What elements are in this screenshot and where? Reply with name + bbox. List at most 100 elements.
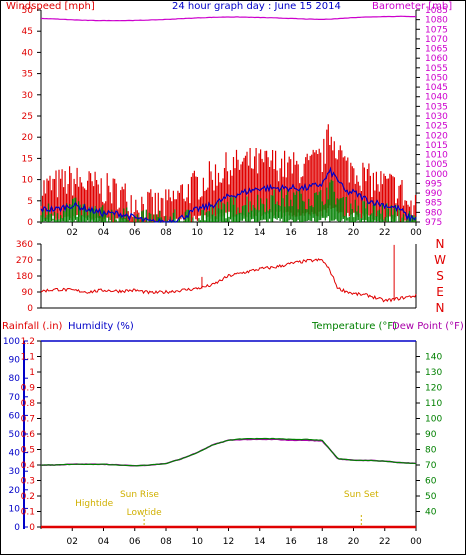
panel3-x-tick-label: 14 (254, 537, 266, 547)
direction-tick-label: 90 (22, 288, 34, 298)
temperature-axis-title: Temperature (°F) (312, 321, 398, 332)
panel1-x-tick-label: 02 (67, 228, 78, 238)
rain-tick-label: 0.5 (21, 446, 35, 456)
annotation-sun-set: Sun Set (344, 490, 379, 500)
barometer-tick-label: 1040 (425, 93, 448, 103)
barometer-tick-label: 1035 (425, 102, 448, 112)
panel3-x-tick-label: 10 (192, 537, 204, 547)
barometer-tick-label: 1075 (425, 25, 448, 35)
rain-tick-label: 0.3 (21, 477, 35, 487)
barometer-series (41, 15, 417, 22)
wind-average-series (40, 166, 417, 223)
compass-label-n: N (436, 301, 445, 315)
humidity-tick-label: 10 (9, 504, 21, 514)
barometer-tick-label: 1050 (425, 73, 448, 83)
barometer-tick-label: 1080 (425, 16, 448, 26)
compass-label-n: N (436, 237, 445, 251)
rain-tick-label: 0.4 (21, 461, 36, 471)
barometer-tick-label: 1055 (425, 64, 448, 74)
humidity-tick-label: 0 (14, 523, 20, 533)
dewpoint-series (40, 438, 416, 467)
humidity-tick-label: 30 (9, 467, 21, 477)
windspeed-tick-label: 45 (22, 27, 33, 37)
barometer-tick-label: 980 (425, 208, 442, 218)
barometer-tick-label: 1085 (425, 6, 448, 16)
panel3-x-tick-label: 12 (223, 537, 234, 547)
windspeed-tick-label: 40 (22, 48, 34, 58)
chart-title: 24 hour graph day : June 15 2014 (172, 1, 341, 12)
rainfall-axis-title: Rainfall (.in) (2, 321, 63, 332)
panel3-x-tick-label: 06 (129, 537, 141, 547)
compass-label-s: S (436, 269, 444, 283)
rain-tick-label: 1.2 (21, 337, 35, 347)
rain-tick-label: 0.6 (21, 430, 36, 440)
barometer-tick-label: 995 (425, 179, 442, 189)
panel1-x-tick-label: 00 (410, 228, 422, 238)
panel1-x-tick-label: 12 (223, 228, 234, 238)
panel3-x-tick-label: 22 (379, 537, 390, 547)
barometer-tick-label: 1045 (425, 83, 448, 93)
annotation-hightide: Hightide (75, 499, 113, 509)
barometer-tick-label: 1030 (425, 112, 448, 122)
humidity-tick-label: 60 (9, 411, 21, 421)
humidity-tick-label: 40 (9, 449, 21, 459)
direction-tick-label: 180 (16, 272, 33, 282)
panel1-x-tick-label: 22 (379, 228, 390, 238)
temperature-tick-label: 90 (425, 430, 437, 440)
rain-tick-label: 0.7 (21, 415, 35, 425)
panel1-x-tick-label: 08 (160, 228, 172, 238)
barometer-tick-label: 1000 (425, 170, 448, 180)
barometer-tick-label: 1015 (425, 141, 448, 151)
annotation-lowtide: Lowtide (127, 508, 162, 518)
panel1-x-tick-label: 18 (317, 228, 329, 238)
humidity-tick-label: 80 (9, 374, 21, 384)
barometer-tick-label: 975 (425, 218, 442, 228)
temperature-tick-label: 120 (425, 384, 442, 394)
windspeed-tick-label: 5 (27, 197, 33, 207)
barometer-tick-label: 1005 (425, 160, 448, 170)
panel3-x-tick-label: 00 (410, 537, 422, 547)
windspeed-tick-label: 35 (22, 70, 33, 80)
rain-tick-label: 0.2 (21, 492, 35, 502)
barometer-tick-label: 1010 (425, 151, 448, 161)
windspeed-tick-label: 50 (22, 6, 34, 16)
temperature-tick-label: 50 (425, 492, 437, 502)
windspeed-tick-label: 0 (27, 218, 33, 228)
windspeed-axis-title: Windspeed [mph] (6, 1, 95, 12)
temperature-tick-label: 70 (425, 461, 437, 471)
barometer-tick-label: 1025 (425, 122, 448, 132)
rain-tick-label: 0.8 (21, 399, 36, 409)
compass-label-w: W (434, 253, 446, 267)
windspeed-tick-label: 10 (22, 176, 34, 186)
temperature-tick-label: 140 (425, 353, 442, 363)
panel1-x-tick-label: 16 (285, 228, 297, 238)
panel1-x-tick-label: 06 (129, 228, 141, 238)
panel3-x-tick-label: 02 (67, 537, 78, 547)
temperature-tick-label: 110 (425, 399, 442, 409)
humidity-tick-label: 100 (3, 337, 20, 347)
rain-tick-label: 0.9 (21, 384, 36, 394)
panel3-x-tick-label: 20 (348, 537, 360, 547)
humidity-tick-label: 90 (9, 356, 21, 366)
windspeed-tick-label: 20 (22, 133, 34, 143)
annotation-sun-rise: Sun Rise (120, 490, 159, 500)
barometer-tick-label: 1060 (425, 54, 448, 64)
barometer-tick-label: 1020 (425, 131, 448, 141)
direction-tick-label: 0 (27, 304, 33, 314)
rain-tick-label: 0 (29, 523, 35, 533)
windspeed-tick-label: 30 (22, 91, 34, 101)
panel3-x-tick-label: 16 (285, 537, 297, 547)
temperature-tick-label: 130 (425, 368, 442, 378)
rain-tick-label: 0.1 (21, 508, 35, 518)
barometer-tick-label: 1070 (425, 35, 448, 45)
temperature-tick-label: 80 (425, 446, 437, 456)
temperature-series (40, 437, 417, 467)
temperature-tick-label: 40 (425, 508, 437, 518)
compass-label-e: E (436, 285, 444, 299)
direction-tick-label: 270 (16, 256, 33, 266)
barometer-tick-label: 985 (425, 199, 442, 209)
humidity-tick-label: 50 (9, 430, 21, 440)
humidity-tick-label: 70 (9, 393, 21, 403)
panel1-x-tick-label: 04 (98, 228, 110, 238)
